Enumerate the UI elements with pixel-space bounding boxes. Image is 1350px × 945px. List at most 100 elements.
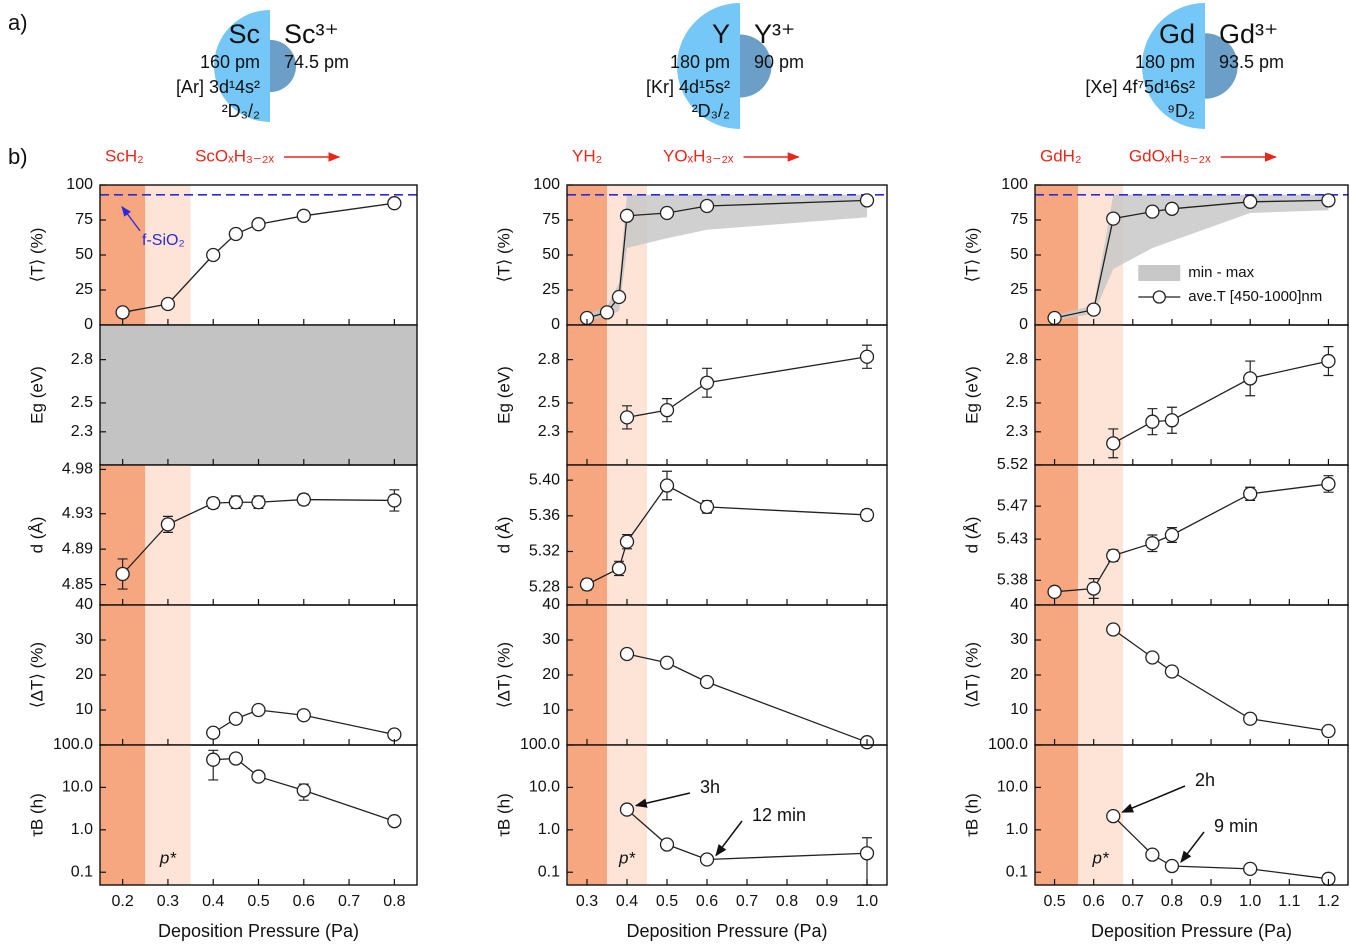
x-tick-label: 0.6 xyxy=(1083,893,1105,910)
y-tick-label: 100.0 xyxy=(520,736,560,753)
data-point xyxy=(579,577,595,592)
ion-half xyxy=(270,39,297,93)
data-point xyxy=(1106,548,1121,563)
data-point xyxy=(296,783,311,798)
y-tick-label: 1.0 xyxy=(71,821,93,838)
y-tick-label: 25 xyxy=(75,281,93,298)
x-tick-label: 1.1 xyxy=(1278,893,1300,910)
annotation-arrow xyxy=(715,820,743,857)
ion-half xyxy=(1205,33,1238,99)
data-point xyxy=(619,646,635,662)
data-point xyxy=(1321,353,1336,369)
reference-arrow xyxy=(121,205,141,232)
x-axis-label: Deposition Pressure (Pa) xyxy=(1091,921,1292,941)
data-point xyxy=(160,517,176,532)
y-axis-label: ⟨ΔT⟩ (%) xyxy=(27,642,46,708)
phase-region xyxy=(100,185,146,325)
y-tick-label: 2.5 xyxy=(71,394,93,411)
y-tick-label: 100 xyxy=(533,176,560,193)
y-axis-label: Eg (eV) xyxy=(27,366,46,424)
annotation: 12 min xyxy=(752,805,806,825)
data-point xyxy=(296,208,311,223)
data-point xyxy=(160,296,176,312)
y-tick-label: 0.1 xyxy=(538,863,560,880)
x-tick-label: 0.9 xyxy=(1200,893,1222,910)
y-tick-label: 30 xyxy=(542,631,560,648)
data-point xyxy=(206,247,221,263)
data-point xyxy=(699,375,715,390)
y-tick-label: 50 xyxy=(75,246,93,263)
y-tick-label: 0.1 xyxy=(1006,863,1028,880)
y-axis-label: ⟨T⟩ (%) xyxy=(962,228,981,283)
atom-half xyxy=(214,10,270,122)
phase-label: GdH₂ xyxy=(1040,146,1082,165)
x-tick-label: 0.4 xyxy=(202,893,224,910)
y-axis-label: ⟨T⟩ (%) xyxy=(27,228,46,283)
data-point xyxy=(1164,858,1180,874)
x-tick-label: 0.3 xyxy=(576,893,598,910)
y-axis-label: τB (h) xyxy=(27,793,46,837)
y-tick-label: 2.8 xyxy=(71,351,93,368)
x-tick-label: 0.6 xyxy=(696,893,718,910)
data-point xyxy=(659,403,675,418)
y-tick-label: 1.0 xyxy=(1006,821,1028,838)
y-axis-label: τB (h) xyxy=(962,793,981,837)
data-point xyxy=(859,507,875,523)
data-point xyxy=(1321,476,1336,492)
data-point xyxy=(1243,194,1258,209)
ion-symbol: Y³⁺ xyxy=(754,19,795,49)
y-tick-label: 40 xyxy=(542,596,560,613)
data-point xyxy=(1164,413,1180,428)
phase-region xyxy=(1035,185,1079,325)
configuration: [Xe] 4f⁷5d¹6s² xyxy=(1085,77,1195,97)
data-point xyxy=(115,566,130,582)
error-bar xyxy=(862,837,872,886)
data-point xyxy=(296,492,311,507)
y-tick-label: 5.38 xyxy=(997,572,1028,589)
data-line xyxy=(1112,628,1329,732)
phase-region xyxy=(145,745,191,885)
data-point xyxy=(206,752,221,767)
data-point xyxy=(251,495,266,510)
x-tick-label: 0.7 xyxy=(736,893,758,910)
data-point xyxy=(1243,371,1258,386)
phase-label: YOₓH₃₋₂ₓ xyxy=(663,146,734,165)
x-tick-label: 0.3 xyxy=(157,893,179,910)
phase-region xyxy=(1035,465,1079,605)
element-symbol: Y xyxy=(712,19,730,49)
data-point xyxy=(1106,211,1121,226)
y-tick-label: 30 xyxy=(1010,631,1028,648)
y-axis-label: d (Å) xyxy=(962,517,981,554)
data-point xyxy=(251,702,266,718)
phase-note: p* xyxy=(618,848,636,867)
atom-half xyxy=(1142,3,1205,129)
term-symbol: ⁹D₂ xyxy=(1167,101,1195,121)
data-point xyxy=(228,751,244,766)
y-axis-label: d (Å) xyxy=(494,517,513,554)
x-tick-label: 1.2 xyxy=(1317,893,1339,910)
phase-region xyxy=(567,745,607,885)
y-tick-label: 5.43 xyxy=(997,530,1028,547)
y-tick-label: 5.47 xyxy=(997,497,1028,514)
data-point xyxy=(699,852,715,867)
min-max-band xyxy=(1054,194,1329,321)
y-tick-label: 5.52 xyxy=(997,456,1028,473)
y-tick-label: 10.0 xyxy=(529,779,560,796)
panel-frame xyxy=(566,744,888,886)
x-tick-label: 0.5 xyxy=(1043,893,1065,910)
configuration: [Ar] 3d¹4s² xyxy=(176,77,260,97)
y-tick-label: 0 xyxy=(551,316,560,333)
y-tick-label: 5.28 xyxy=(529,578,560,595)
data-point xyxy=(619,534,635,549)
data-point xyxy=(1086,302,1101,317)
data-point xyxy=(659,655,675,670)
atom-half xyxy=(677,3,740,129)
x-tick-label: 0.8 xyxy=(1161,893,1183,910)
y-tick-label: 100 xyxy=(66,176,93,193)
data-point xyxy=(1243,486,1258,501)
data-point xyxy=(1164,527,1180,543)
data-point xyxy=(859,846,875,861)
phase-region xyxy=(100,745,146,885)
ion-radius: 90 pm xyxy=(754,52,804,72)
